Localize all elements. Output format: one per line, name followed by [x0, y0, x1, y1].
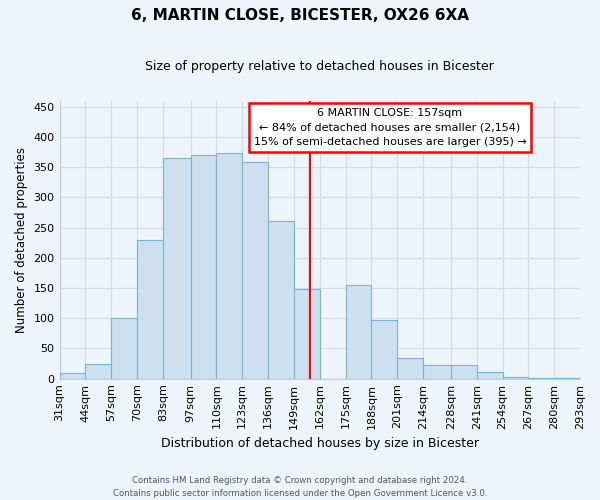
Bar [397, 358, 423, 378]
Bar [268, 222, 294, 378]
Bar [85, 364, 111, 378]
Text: 6 MARTIN CLOSE: 157sqm
← 84% of detached houses are smaller (2,154)
15% of semi-: 6 MARTIN CLOSE: 157sqm ← 84% of detached… [254, 108, 526, 147]
Bar [111, 318, 137, 378]
Bar [451, 366, 477, 378]
Bar [423, 366, 451, 378]
Bar [294, 289, 320, 378]
Y-axis label: Number of detached properties: Number of detached properties [15, 146, 28, 332]
X-axis label: Distribution of detached houses by size in Bicester: Distribution of detached houses by size … [161, 437, 479, 450]
Bar [242, 162, 268, 378]
Bar [59, 372, 85, 378]
Bar [137, 240, 163, 378]
Text: Contains HM Land Registry data © Crown copyright and database right 2024.
Contai: Contains HM Land Registry data © Crown c… [113, 476, 487, 498]
Bar [346, 285, 371, 378]
Bar [371, 320, 397, 378]
Text: 6, MARTIN CLOSE, BICESTER, OX26 6XA: 6, MARTIN CLOSE, BICESTER, OX26 6XA [131, 8, 469, 22]
Bar [163, 158, 191, 378]
Bar [217, 153, 242, 378]
Bar [191, 155, 217, 378]
Title: Size of property relative to detached houses in Bicester: Size of property relative to detached ho… [145, 60, 494, 73]
Bar [477, 372, 503, 378]
